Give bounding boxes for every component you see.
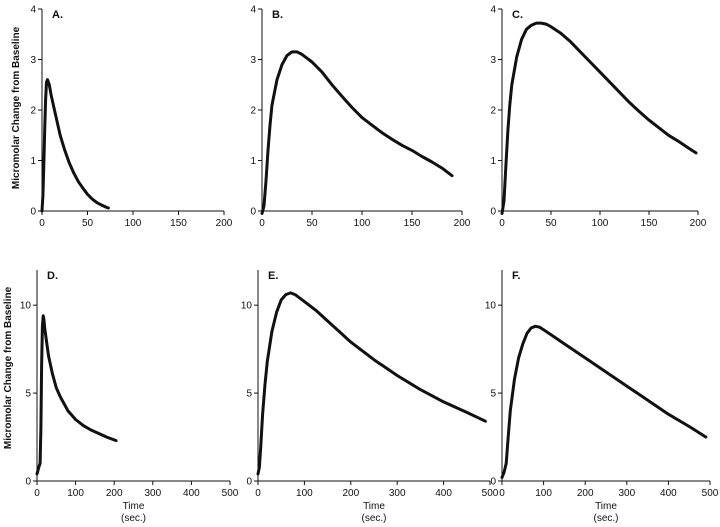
panel-f-y-tick-label: 5 [490,389,496,400]
panel-f-x-tick-label: 0 [499,488,505,499]
panel-d-x-axis-label: Time [123,501,145,512]
panel-b-x-tick-label: 150 [404,218,421,229]
panel-b-letter: B. [272,9,283,21]
panel-d-series-line [35,314,118,476]
panel-f-x-tick-label: 300 [618,488,635,499]
panel-c-letter: C. [512,9,523,21]
panel-b-x-tick-label: 50 [306,218,318,229]
panel-f-series-line [500,324,708,479]
panel-f-x-tick-label: 400 [660,488,677,499]
panel-f-y-tick-label: 0 [490,477,496,488]
panel-e-x-axis-unit: (sec.) [362,513,387,524]
panel-d-letter: D. [47,270,58,282]
panel-e-y-tick-label: 10 [241,301,253,312]
panel-c-y-tick-label: 4 [490,5,496,16]
panel-e-x-tick-label: 200 [342,488,359,499]
panel-d-y-tick-label: 10 [20,301,32,312]
panel-f-x-tick-label: 500 [702,488,719,499]
panel-a-x-tick-label: 150 [170,218,187,229]
panel-a-y-tick-label: 4 [30,5,36,16]
panel-a-x-tick-label: 200 [216,218,233,229]
panel-a-y-tick-label: 0 [30,207,36,218]
panel-d-x-tick-label: 500 [222,488,239,499]
panel-f-x-axis-unit: (sec.) [594,513,619,524]
panel-c-x-tick-label: 100 [592,218,609,229]
panel-c-y-tick-label: 0 [490,207,496,218]
panel-e-x-tick-label: 0 [255,488,261,499]
panel-c-y-tick-label: 3 [490,55,496,66]
panel-a-y-tick-label: 2 [30,106,36,117]
y-axis-title-top: Micromolar Change from Baseline [11,26,22,189]
panel-e-x-tick-label: 500 [482,488,499,499]
panel-d-y-tick-label: 0 [25,477,31,488]
panel-a-series-line [40,78,110,213]
panel-a-x-tick-label: 50 [82,218,94,229]
panel-b-x-tick-label: 200 [454,218,471,229]
panel-c-x-tick-label: 200 [690,218,707,229]
panel-f-x-axis-label: Time [595,501,617,512]
panel-d-x-tick-label: 0 [34,488,40,499]
panel-b-y-tick-label: 4 [250,5,256,16]
panel-f-letter: F. [512,270,521,282]
panel-e-y-tick-label: 0 [246,477,252,488]
panel-b-x-tick-label: 0 [259,218,265,229]
panel-c-x-tick-label: 50 [545,218,557,229]
panel-b-y-tick-label: 0 [250,207,256,218]
panel-e-x-tick-label: 300 [389,488,406,499]
panel-a-x-tick-label: 0 [39,218,45,229]
panel-a-x-tick-label: 100 [125,218,142,229]
panel-f-x-tick-label: 200 [577,488,594,499]
panel-d-x-tick-label: 400 [183,488,200,499]
panel-c-x-tick-label: 0 [499,218,505,229]
panel-c-y-tick-label: 2 [490,106,496,117]
panel-e-x-axis-label: Time [363,501,385,512]
panel-f-x-tick-label: 100 [535,488,552,499]
panel-d-x-axis-unit: (sec.) [121,513,146,524]
panel-b-series-line [260,50,454,215]
panel-d-x-tick-label: 300 [144,488,161,499]
panel-f-y-tick-label: 10 [485,301,497,312]
panel-e-x-tick-label: 400 [435,488,452,499]
panel-d-x-tick-label: 200 [106,488,123,499]
panel-e-series-line [256,291,487,476]
panel-c-y-tick-label: 1 [490,156,496,167]
panel-a-letter: A. [52,9,63,21]
panel-b-x-tick-label: 100 [354,218,371,229]
panel-e-letter: E. [268,270,278,282]
panel-c-series-line [500,21,698,215]
panel-e-y-tick-label: 5 [246,389,252,400]
panel-b-y-tick-label: 1 [250,156,256,167]
panel-c-x-tick-label: 150 [641,218,658,229]
panel-b-y-tick-label: 2 [250,106,256,117]
panel-d-x-tick-label: 100 [67,488,84,499]
y-axis-title-bottom: Micromolar Change from Baseline [3,286,14,449]
panel-a-y-tick-label: 3 [30,55,36,66]
panel-a-y-tick-label: 1 [30,156,36,167]
panel-e-x-tick-label: 100 [296,488,313,499]
panel-d-y-tick-label: 5 [25,389,31,400]
panel-b-y-tick-label: 3 [250,55,256,66]
